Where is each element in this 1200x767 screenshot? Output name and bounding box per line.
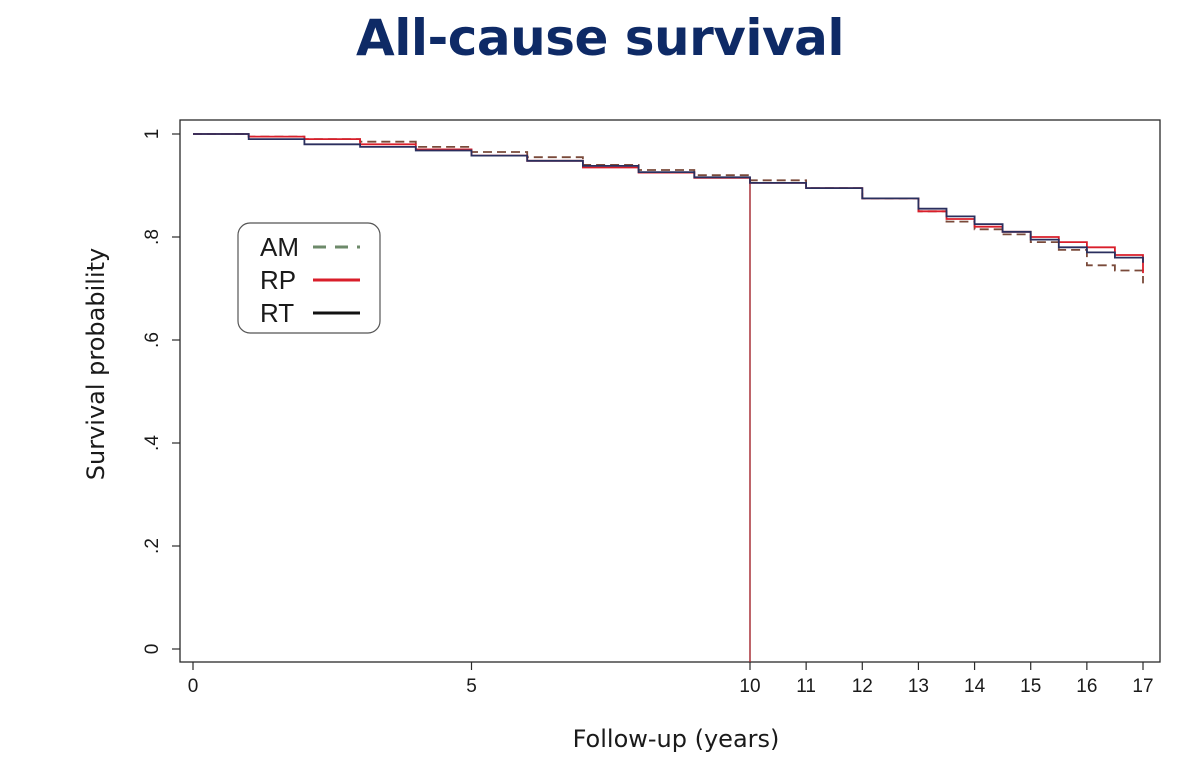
x-tick-label-4: 12 [852, 676, 873, 697]
legend-box [237, 222, 381, 334]
y-tick-label-5: 1 [142, 129, 163, 140]
y-axis: 0 .2 .4 .6 .8 1 [142, 129, 180, 655]
legend-label-am: AM [260, 232, 299, 262]
x-tick-label-3: 11 [796, 676, 816, 697]
x-tick-label-1: 5 [466, 676, 477, 697]
x-tick-label-2: 10 [739, 676, 760, 697]
plot-area-frame [179, 119, 1161, 663]
y-tick-label-2: .4 [142, 435, 163, 451]
y-tick-label-3: .6 [142, 332, 163, 348]
y-tick-label-0: 0 [142, 644, 163, 655]
y-tick-label-1: .2 [142, 538, 163, 554]
x-tick-label-9: 17 [1132, 676, 1153, 697]
y-axis-title: Survival probability [82, 248, 110, 480]
x-tick-label-0: 0 [188, 676, 199, 697]
series-line-rt [193, 133, 1144, 263]
x-tick-label-8: 16 [1076, 676, 1097, 697]
y-tick-label-4: .8 [142, 229, 163, 245]
x-tick-label-6: 14 [964, 676, 986, 697]
slide-title: All-cause survival [356, 9, 845, 67]
x-tick-label-5: 13 [908, 676, 929, 697]
legend-label-rt: RT [260, 298, 294, 328]
legend-label-rp: RP [260, 265, 296, 295]
series-layer [193, 133, 1144, 284]
x-axis-title: Follow-up (years) [573, 725, 780, 753]
x-axis: 0 5 10 11 12 13 14 15 16 17 [188, 662, 1154, 697]
x-tick-label-7: 15 [1020, 676, 1041, 697]
